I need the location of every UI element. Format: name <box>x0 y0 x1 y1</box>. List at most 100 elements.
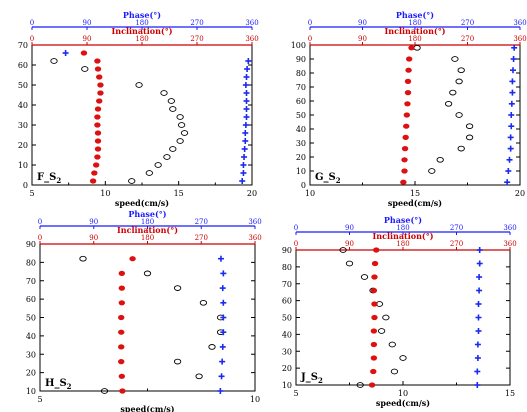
panel-label-subscript: 2 <box>56 176 61 185</box>
inclination-point <box>94 138 102 144</box>
y-tick-label: 0 <box>23 181 28 190</box>
y-tick-label: 10 <box>296 167 306 176</box>
speed-point <box>345 260 354 267</box>
speed-point <box>339 247 347 253</box>
phase-point <box>510 67 516 74</box>
inclination-point <box>370 341 378 348</box>
speed-point <box>449 89 457 96</box>
phase-point <box>474 355 481 361</box>
inclination-tick-label: 180 <box>141 234 154 242</box>
phase-tick-label: 90 <box>83 19 92 27</box>
y-tick-label: 50 <box>18 81 28 90</box>
phase-tick-label: 180 <box>408 19 421 27</box>
inclination-point <box>403 123 410 129</box>
inclination-point <box>373 247 380 253</box>
inclination-axis-title: Inclination(°) <box>117 225 178 235</box>
x-tick-label: 15 <box>174 189 184 198</box>
y-tick-label: 100 <box>291 41 306 50</box>
speed-point <box>160 90 168 96</box>
y-tick-label: 10 <box>26 387 36 396</box>
inclination-point <box>94 130 102 136</box>
phase-point <box>504 179 511 186</box>
y-tick-label: 70 <box>26 277 36 286</box>
speed-point <box>390 368 399 375</box>
speed-point <box>100 388 109 394</box>
phase-point <box>243 90 250 96</box>
inclination-point <box>370 355 378 361</box>
inclination-point <box>118 373 126 379</box>
y-tick-label: 20 <box>18 141 28 150</box>
phase-point <box>217 255 224 262</box>
phase-tick-label: 360 <box>245 19 258 27</box>
y-tick-label: 10 <box>18 161 28 170</box>
inclination-point <box>368 382 376 388</box>
phase-tick-label: 270 <box>450 224 463 232</box>
y-tick-label: 30 <box>296 139 306 148</box>
phase-point <box>217 388 224 394</box>
phase-point <box>476 274 483 280</box>
phase-point <box>62 50 69 56</box>
y-tick-label: 10 <box>282 381 292 390</box>
speed-point <box>465 134 474 141</box>
inclination-point <box>402 134 409 140</box>
inclination-tick-label: 0 <box>30 35 34 43</box>
phase-point <box>475 328 482 334</box>
y-tick-label: 50 <box>282 314 292 323</box>
phase-point <box>474 368 481 375</box>
phase-axis-title: Phase(°) <box>396 10 434 20</box>
x-tick-label: 10 <box>100 189 110 198</box>
speed-point <box>360 274 369 280</box>
y-tick-label: 90 <box>282 246 292 255</box>
phase-point <box>240 162 247 168</box>
inclination-point <box>80 50 88 56</box>
inclination-tick-label: 270 <box>461 35 474 43</box>
inclination-point <box>96 98 103 104</box>
inclination-point <box>404 90 412 96</box>
x-tick-label: 5 <box>37 395 42 404</box>
x-tick-label: 10 <box>250 395 260 404</box>
x-tick-label: 20 <box>515 189 525 198</box>
phase-point <box>505 168 512 174</box>
speed-point <box>457 145 465 152</box>
speed-point <box>145 170 153 176</box>
speed-point <box>444 100 453 107</box>
y-tick-label: 40 <box>282 330 292 339</box>
panel-j-s: 5 10 15speed(cm/s)102030405060708090009090… <box>282 215 517 408</box>
inclination-point <box>401 146 409 152</box>
y-tick-label: 70 <box>282 280 292 289</box>
inclination-point <box>404 78 412 84</box>
inclination-point <box>92 162 100 168</box>
speed-point <box>81 66 89 72</box>
y-tick-label: 90 <box>296 55 306 64</box>
speed-point <box>135 82 143 88</box>
y-tick-label: 70 <box>18 41 28 50</box>
y-tick-label: 50 <box>26 314 36 323</box>
y-tick-label: 80 <box>282 263 292 272</box>
panel-f-s: 5 10 15 20speed(cm/s)0102030405060700090901… <box>18 10 259 208</box>
phase-tick-label: 0 <box>38 218 42 226</box>
speed-point <box>128 178 136 184</box>
inclination-point <box>118 285 126 291</box>
x-tick-label: 15 <box>505 389 515 398</box>
inclination-point <box>118 329 125 335</box>
panel-label-subscript: 2 <box>67 382 72 391</box>
inclination-point <box>371 274 378 280</box>
phase-point <box>474 382 481 388</box>
inclination-point <box>94 154 101 160</box>
y-tick-label: 60 <box>18 61 28 70</box>
speed-point <box>50 58 58 64</box>
phase-tick-label: 270 <box>461 19 474 27</box>
inclination-tick-label: 360 <box>248 234 261 242</box>
inclination-axis-title: Inclination(°) <box>385 26 446 36</box>
plot-frame <box>309 44 521 186</box>
y-tick-label: 20 <box>26 369 36 378</box>
speed-point <box>177 122 186 128</box>
inclination-tick-label: 0 <box>308 35 312 43</box>
speed-point <box>356 382 364 388</box>
phase-point <box>508 112 515 118</box>
phase-point <box>242 138 249 144</box>
speed-point <box>465 123 474 130</box>
inclination-point <box>371 301 378 307</box>
phase-tick-label: 270 <box>190 19 203 27</box>
